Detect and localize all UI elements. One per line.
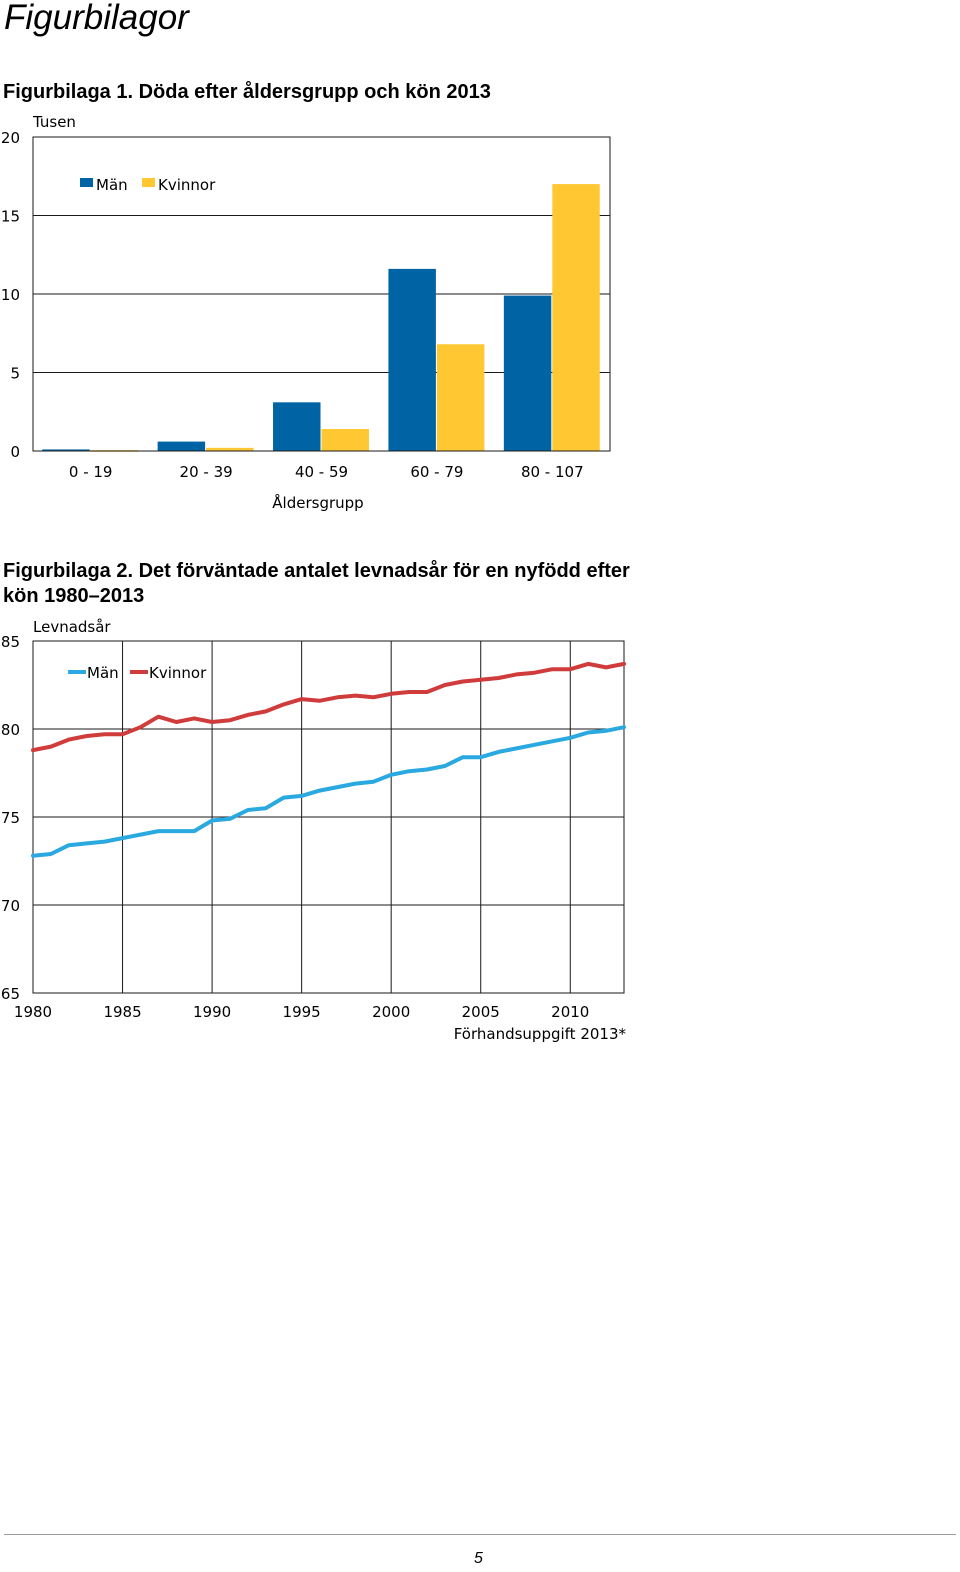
chart2-legend: Män Kvinnor [68,664,207,682]
chart1-bar [273,402,321,451]
chart2-plot-border [32,640,625,994]
figure-2-caption-line-1: Figurbilaga 2. Det förväntade antalet le… [3,560,630,582]
chart1-bar [503,295,552,451]
chart1-y-tick: 5 [10,365,20,383]
chart1-x-tick-labels: 0 - 19 20 - 39 40 - 59 60 - 79 80 - 107 [69,463,584,481]
chart2-gridlines [33,641,624,993]
chart1-bar [388,268,436,451]
chart2-series-line-man [31,725,626,858]
chart2-y-tick: 80 [1,721,20,739]
chart2-x-tick: 1990 [193,1003,231,1021]
chart1-x-axis-label: Åldersgrupp [272,493,363,512]
chart1-bar [206,447,254,451]
chart1-frame [32,136,611,452]
chart2-x-tick: 2010 [551,1003,589,1021]
chart1-x-tick: 0 - 19 [69,463,113,481]
chart2-y-tick: 75 [1,809,20,827]
chart1-bar [436,344,485,451]
legend-label-woman: Kvinnor [149,664,207,682]
chart2-note: Förhandsuppgift 2013* [454,1025,627,1043]
chart1-y-tick: 15 [1,208,20,226]
figure-1-caption: Figurbilaga 1. Döda efter åldersgrupp oc… [3,81,491,103]
deaths-bar-chart: 0 5 10 15 20 0 - 19 20 - 39 40 - 59 60 - 79 80 -… [1,113,611,512]
chart1-y-tick: 20 [1,129,20,147]
chart2-x-tick: 2000 [372,1003,410,1021]
legend-label-man: Män [87,664,119,682]
chart2-y-tick: 65 [1,985,20,1003]
chart1-bar [552,184,600,451]
legend-label-woman: Kvinnor [158,176,216,194]
chart1-plot-border [32,136,611,452]
chart2-y-tick: 70 [1,897,20,915]
chart2-series-line-woman [31,661,626,753]
chart1-x-tick: 40 - 59 [295,463,348,481]
chart1-y-axis-label: Tusen [32,113,76,131]
legend-swatch-woman [142,178,155,187]
chart2-x-tick: 1980 [14,1003,52,1021]
figure-2-caption: Figurbilaga 2. Det förväntade antalet le… [3,559,683,609]
legend-label-man: Män [96,176,128,194]
chart2-x-tick-labels: 1980 1985 1990 1995 2000 2005 2010 [14,1003,589,1021]
chart1-y-tick: 0 [10,443,20,461]
footer-divider [4,1534,956,1535]
chart2-x-tick: 1995 [283,1003,321,1021]
chart1-y-tick-labels: 0 5 10 15 20 [1,129,20,461]
chart1-bar [42,449,90,451]
chart2-x-tick: 1985 [103,1003,141,1021]
chart1-x-tick: 80 - 107 [521,463,584,481]
chart2-x-tick: 2005 [462,1003,500,1021]
chart2-y-axis-label: Levnadsår [33,618,111,636]
legend-swatch-man [80,178,93,187]
chart1-legend: Män Kvinnor [80,176,216,194]
chart1-y-tick: 10 [1,286,20,304]
chart2-lines [31,661,626,858]
page-number: 5 [474,1550,483,1567]
chart1-bar [157,441,206,451]
chart1-x-tick: 60 - 79 [410,463,463,481]
chart2-y-tick-labels: 65 70 75 80 85 [1,633,20,1003]
figure-2-caption-line-2: kön 1980–2013 [3,585,145,607]
chart2-y-tick: 85 [1,633,20,651]
chart1-bar [321,429,369,451]
chart1-bars [42,184,600,452]
page-heading: Figurbilagor [4,0,189,37]
chart1-x-tick: 20 - 39 [180,463,233,481]
chart2-frame [32,640,625,994]
